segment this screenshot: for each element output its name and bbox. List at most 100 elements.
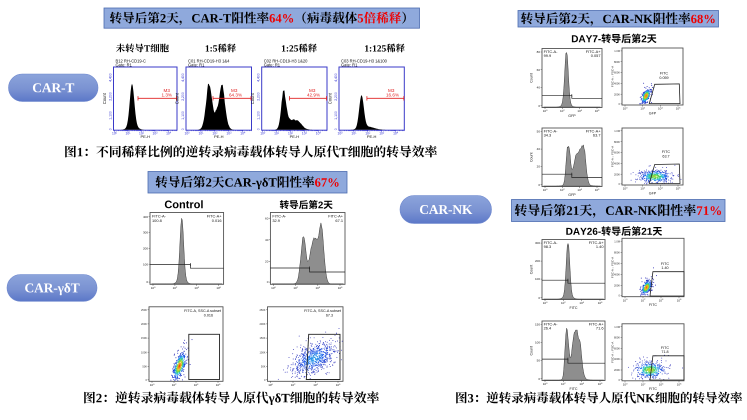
svg-text:100: 100 (543, 301, 548, 305)
svg-text:C02 RH-CD19-H3 1&20: C02 RH-CD19-H3 1&20 (264, 59, 308, 64)
svg-text:800K: 800K (614, 250, 620, 254)
svg-text:98.3: 98.3 (544, 244, 552, 249)
svg-text:FITC-A-: FITC-A- (544, 49, 559, 54)
svg-text:150: 150 (535, 323, 540, 327)
svg-text:250K: 250K (259, 308, 265, 312)
svg-text:2,200: 2,200 (257, 92, 261, 101)
svg-text:PE-H: PE-H (290, 134, 300, 139)
svg-text:FSC-A :: FSC-A: FSC-A :: FSC-A (611, 66, 615, 87)
svg-text:71.8: 71.8 (661, 350, 668, 354)
svg-text:104: 104 (577, 188, 582, 192)
svg-text:PE-H: PE-H (367, 134, 377, 139)
svg-text:0: 0 (257, 128, 261, 130)
svg-text:16.6%: 16.6% (386, 93, 399, 98)
svg-text:600K: 600K (614, 71, 620, 75)
svg-text:M3: M3 (164, 88, 171, 93)
svg-text:FITC-A-: FITC-A- (272, 214, 287, 219)
svg-text:100: 100 (271, 286, 276, 290)
svg-text:FITC: FITC (649, 303, 657, 307)
svg-text:300: 300 (143, 231, 148, 235)
svg-text:Count: Count (530, 346, 534, 356)
svg-text:0: 0 (538, 104, 540, 108)
svg-text:104: 104 (577, 109, 582, 113)
svg-text:PE-H: PE-H (140, 134, 150, 139)
svg-text:Count: Count (175, 92, 180, 104)
svg-text:100: 100 (260, 131, 266, 135)
svg-text:106: 106 (595, 188, 600, 192)
svg-text:100: 100 (535, 341, 540, 345)
svg-text:1.0M: 1.0M (614, 239, 620, 243)
svg-text:103: 103 (379, 131, 385, 135)
svg-text:100K: 100K (141, 350, 147, 354)
svg-text:102: 102 (640, 187, 645, 191)
svg-text:0: 0 (538, 296, 540, 300)
svg-text:102: 102 (173, 286, 178, 290)
svg-text:102: 102 (560, 188, 565, 192)
svg-text:106: 106 (598, 301, 603, 305)
svg-text:1.3%: 1.3% (162, 93, 172, 98)
svg-text:106: 106 (598, 382, 603, 386)
svg-text:400K: 400K (614, 273, 620, 277)
svg-text:100: 100 (543, 109, 548, 113)
svg-text:101: 101 (198, 131, 204, 135)
svg-text:FITC-A+: FITC-A+ (589, 240, 605, 245)
svg-text:32.9: 32.9 (272, 218, 280, 223)
svg-text:0: 0 (334, 128, 338, 130)
svg-text:1.40: 1.40 (661, 266, 668, 270)
svg-text:FITC: FITC (662, 150, 671, 154)
svg-text:100: 100 (543, 382, 548, 386)
svg-text:100: 100 (184, 131, 190, 135)
svg-text:250K: 250K (141, 308, 147, 312)
svg-text:50K: 50K (142, 365, 147, 369)
svg-text:FITC-A, SSC-A subset: FITC-A, SSC-A subset (184, 309, 221, 313)
svg-text:104: 104 (166, 131, 172, 135)
svg-text:63.7: 63.7 (662, 154, 669, 158)
svg-text:100: 100 (112, 131, 118, 135)
svg-text:M3: M3 (309, 88, 316, 93)
svg-text:0: 0 (619, 378, 621, 382)
svg-text:FITC: FITC (570, 306, 578, 310)
svg-text:150K: 150K (141, 336, 147, 340)
svg-text:Count: Count (328, 92, 333, 104)
svg-text:106: 106 (216, 286, 221, 290)
svg-text:106: 106 (676, 107, 681, 111)
svg-text:106: 106 (676, 187, 681, 191)
svg-text:63.7: 63.7 (593, 133, 601, 138)
svg-text:2,200: 2,200 (181, 92, 185, 101)
svg-text:200: 200 (535, 259, 540, 263)
svg-text:1.0M: 1.0M (614, 129, 620, 133)
svg-text:100: 100 (151, 286, 156, 290)
svg-text:2,200: 2,200 (334, 92, 338, 101)
svg-text:100K: 100K (259, 350, 265, 354)
svg-text:FSC-A :: FSC-A: FSC-A :: FSC-A (611, 342, 615, 363)
svg-text:GFP: GFP (568, 193, 576, 197)
svg-text:0: 0 (267, 280, 269, 284)
svg-text:Gate: R1: Gate: R1 (116, 63, 133, 68)
svg-text:0: 0 (109, 128, 113, 130)
svg-text:4,400: 4,400 (334, 73, 338, 82)
svg-text:71.6: 71.6 (596, 326, 604, 331)
svg-text:100: 100 (150, 383, 155, 387)
svg-text:100: 100 (623, 382, 628, 386)
svg-text:400K: 400K (614, 161, 620, 165)
svg-text:GFP: GFP (649, 191, 657, 195)
svg-text:FITC-A+: FITC-A+ (328, 214, 344, 219)
svg-text:104: 104 (579, 382, 584, 386)
svg-text:Gate: R1: Gate: R1 (264, 63, 281, 68)
svg-text:104: 104 (316, 131, 322, 135)
svg-text:300: 300 (535, 241, 540, 245)
svg-text:B12 RH-CD19-C: B12 RH-CD19-C (116, 59, 147, 64)
svg-text:104: 104 (316, 286, 321, 290)
svg-text:67.3: 67.3 (326, 313, 333, 317)
svg-text:200K: 200K (259, 322, 265, 326)
svg-text:106: 106 (338, 286, 343, 290)
svg-text:104: 104 (659, 382, 664, 386)
svg-text:104: 104 (313, 383, 318, 387)
svg-text:100: 100 (543, 188, 548, 192)
svg-text:FITC: FITC (649, 387, 657, 391)
svg-text:FITC-A+: FITC-A+ (586, 49, 602, 54)
svg-text:0.016: 0.016 (204, 313, 213, 317)
svg-text:104: 104 (393, 131, 399, 135)
svg-text:104: 104 (658, 187, 663, 191)
svg-text:200K: 200K (614, 368, 620, 372)
